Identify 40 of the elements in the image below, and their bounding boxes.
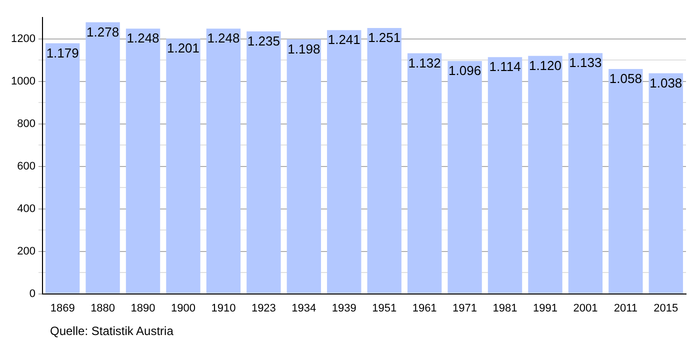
- data-label: 1.201: [166, 40, 200, 56]
- data-label: 1.241: [328, 32, 360, 48]
- data-label: 1.198: [288, 41, 320, 56]
- data-label: 1.248: [126, 30, 160, 46]
- y-tick-label: 600: [17, 160, 36, 172]
- x-tick-label: 1981: [492, 302, 518, 314]
- y-tick-label: 400: [17, 202, 36, 215]
- data-label: 1.038: [650, 75, 682, 90]
- x-tick-label: 1939: [332, 302, 356, 314]
- x-tick-label: 1900: [171, 302, 196, 314]
- x-tick-label: 1961: [412, 302, 437, 314]
- data-label: 1.058: [609, 71, 642, 86]
- x-tick-label: 1934: [292, 302, 316, 314]
- y-tick-label: 800: [17, 118, 36, 130]
- x-tick-label: 1880: [90, 302, 116, 314]
- x-tick-label: 1869: [50, 302, 75, 314]
- x-tick-label: 2015: [654, 302, 678, 314]
- source-note: Quelle: Statistik Austria: [50, 324, 174, 338]
- x-tick-label: 1951: [372, 302, 397, 314]
- data-label: 1.248: [207, 30, 240, 46]
- data-label: 1.133: [569, 55, 602, 70]
- x-tick-label: 1971: [452, 302, 478, 314]
- y-tick-label: 1200: [10, 32, 36, 45]
- data-label: 1.179: [46, 45, 79, 60]
- data-label: 1.114: [489, 59, 521, 74]
- data-label: 1.235: [247, 33, 280, 48]
- x-tick-label: 1910: [211, 302, 236, 314]
- y-tick-label: 1000: [10, 75, 36, 88]
- data-label: 1.120: [528, 58, 562, 73]
- x-tick-label: 2011: [614, 302, 638, 314]
- data-label: 1.096: [448, 63, 482, 78]
- y-tick-label: 200: [17, 245, 36, 258]
- x-tick-label: 1923: [251, 302, 276, 314]
- x-tick-label: 1991: [532, 302, 558, 314]
- data-label: 1.278: [86, 24, 120, 40]
- y-tick-label: 0: [29, 288, 36, 300]
- x-tick-label: 1890: [130, 302, 156, 314]
- data-label: 1.132: [408, 55, 441, 70]
- x-tick-label: 2001: [573, 302, 598, 314]
- data-label: 1.251: [368, 30, 401, 46]
